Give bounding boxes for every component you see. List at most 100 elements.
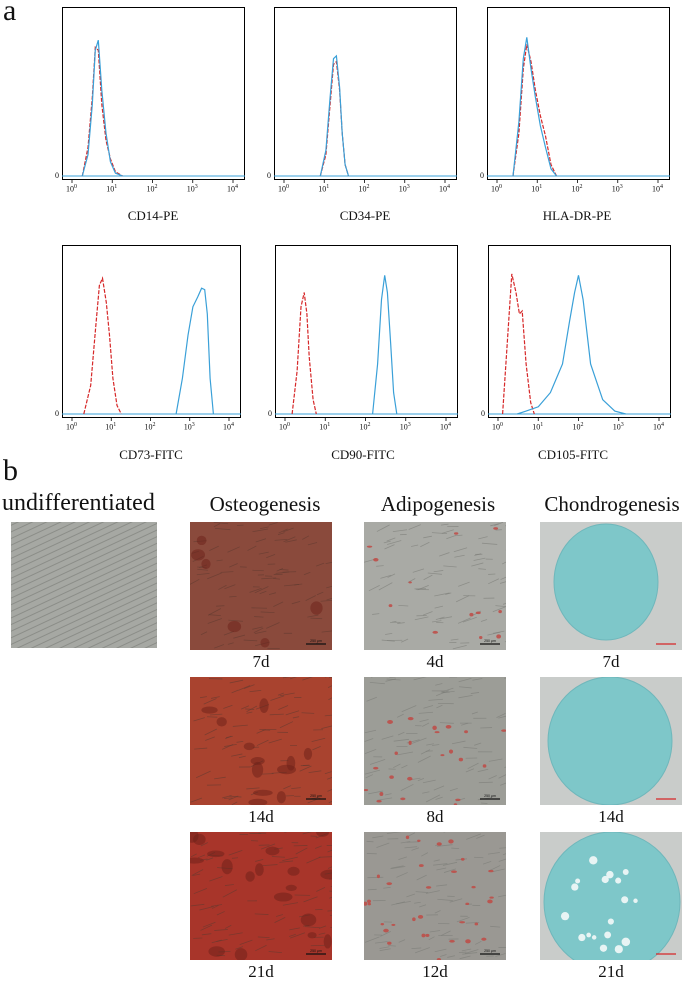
isotype-control-curve [83, 276, 122, 415]
scale-bar-label: 250 μm [484, 639, 496, 643]
adipogenesis-day-label: 4d [426, 652, 444, 671]
antibody-curve [517, 275, 626, 415]
histogram-xlabel: CD34-PE [339, 208, 391, 223]
chondrogenesis-day-label: 21d [598, 962, 624, 981]
histogram-xlabel: CD14-PE [127, 208, 179, 223]
x-tick-label: 104 [440, 422, 451, 432]
x-tick-label: 101 [532, 422, 544, 432]
chondrogenesis-title: Chondrogenesis [544, 492, 680, 516]
histogram-plot [62, 40, 245, 183]
antibody-curve [372, 275, 398, 415]
cartilage-pellet [553, 523, 659, 641]
x-tick-label: 103 [186, 184, 198, 194]
x-tick-label: 101 [318, 184, 330, 194]
y-zero-tick: 0 [55, 409, 59, 418]
osteogenesis-image: 250 μm [190, 677, 332, 805]
antibody-curve [81, 40, 123, 177]
adipogenesis-image: 250 μm [364, 522, 506, 650]
osteogenesis-day-label: 14d [248, 807, 274, 826]
adipogenesis-micrograph: 250 μm [364, 522, 506, 650]
chondrogenesis-image [540, 832, 682, 960]
osteogenesis-image: 250 μm [190, 522, 332, 650]
panel-a-label: a [3, 0, 17, 27]
x-tick-label: 100 [492, 422, 503, 432]
histogram-plot [488, 273, 671, 421]
x-tick-label: 102 [144, 422, 156, 432]
x-tick-label: 101 [105, 422, 117, 432]
x-tick-label: 104 [227, 184, 238, 194]
x-tick-label: 100 [278, 184, 289, 194]
x-tick-label: 103 [611, 184, 623, 194]
osteogenesis-title: Osteogenesis [209, 492, 321, 516]
scale-bar-label: 250 μm [310, 949, 322, 953]
adipogenesis-micrograph: 250 μm [364, 677, 506, 805]
adipogenesis-day-label: 8d [426, 807, 444, 826]
isotype-control-curve [81, 45, 123, 177]
x-tick-label: 103 [612, 422, 624, 432]
y-zero-tick: 0 [55, 171, 59, 180]
adipogenesis-title: Adipogenesis [380, 492, 496, 516]
antibody-curve [175, 287, 214, 415]
x-tick-label: 103 [183, 422, 195, 432]
y-zero-tick: 0 [480, 171, 484, 180]
histogram-frame [274, 7, 457, 180]
chondrogenesis-micrograph [540, 522, 682, 650]
x-tick-label: 102 [358, 184, 370, 194]
histogram-xlabel: CD90-FITC [331, 447, 395, 462]
x-tick-label: 102 [571, 184, 583, 194]
x-tick-label: 100 [66, 422, 77, 432]
osteogenesis-day-label: 21d [248, 962, 274, 981]
osteogenesis-micrograph: 250 μm [190, 832, 332, 960]
adipogenesis-image: 250 μm [364, 677, 506, 805]
osteogenesis-micrograph: 250 μm [190, 677, 332, 805]
x-tick-label: 103 [398, 184, 410, 194]
x-tick-label: 100 [279, 422, 290, 432]
scale-bar-label: 250 μm [310, 639, 322, 643]
isotype-control-curve [291, 292, 317, 415]
chondrogenesis-day-label: 14d [598, 807, 624, 826]
histogram-plot [275, 275, 458, 421]
histogram-frame [487, 7, 670, 180]
antibody-curve [512, 37, 557, 177]
adipogenesis-image: 250 μm [364, 832, 506, 960]
adipogenesis-day-label: 12d [422, 962, 448, 981]
x-tick-label: 104 [653, 422, 664, 432]
x-tick-label: 101 [106, 184, 118, 194]
y-zero-tick: 0 [268, 409, 272, 418]
adipogenesis-micrograph: 250 μm [364, 832, 506, 960]
histogram-frame [488, 245, 671, 418]
histogram-plot [62, 276, 241, 421]
histogram-xlabel: HLA-DR-PE [542, 208, 612, 223]
y-zero-tick: 0 [267, 171, 271, 180]
x-tick-label: 104 [439, 184, 450, 194]
histogram-plot [274, 54, 457, 183]
chondrogenesis-micrograph [540, 677, 682, 805]
y-zero-tick: 0 [481, 409, 485, 418]
x-tick-label: 104 [652, 184, 663, 194]
x-tick-label: 102 [572, 422, 584, 432]
undifferentiated-label: undifferentiated [2, 490, 155, 516]
panel-b-label: b [3, 454, 18, 487]
histogram-plot [487, 37, 670, 183]
chondrogenesis-image [540, 522, 682, 650]
chondrogenesis-day-label: 7d [602, 652, 620, 671]
antibody-curve [319, 54, 350, 177]
x-tick-label: 102 [146, 184, 158, 194]
x-tick-label: 101 [319, 422, 331, 432]
scale-bar-label: 250 μm [310, 794, 322, 798]
x-tick-label: 103 [399, 422, 411, 432]
x-tick-label: 102 [359, 422, 371, 432]
chondrogenesis-micrograph [540, 832, 682, 960]
osteogenesis-micrograph: 250 μm [190, 522, 332, 650]
histogram-xlabel: CD105-FITC [537, 447, 609, 462]
osteogenesis-day-label: 7d [252, 652, 270, 671]
x-tick-label: 100 [491, 184, 502, 194]
cartilage-pellet [543, 832, 681, 960]
cartilage-pellet [547, 677, 673, 805]
x-tick-label: 104 [223, 422, 234, 432]
undifferentiated-micrograph [11, 522, 157, 648]
x-tick-label: 101 [531, 184, 543, 194]
isotype-control-curve [502, 273, 535, 415]
chondrogenesis-image [540, 677, 682, 805]
histogram-xlabel: CD73-FITC [119, 447, 183, 462]
